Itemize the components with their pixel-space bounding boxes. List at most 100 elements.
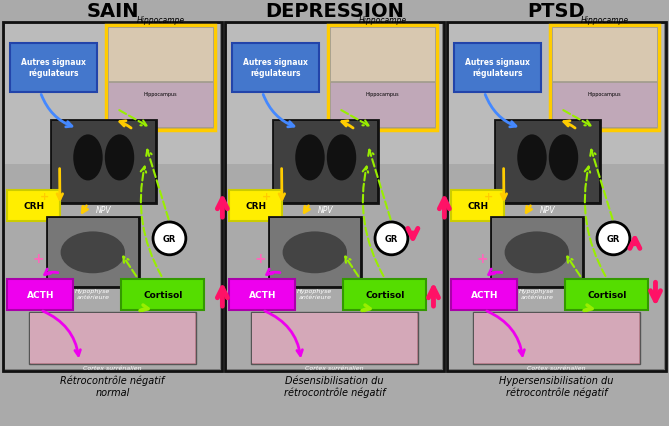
Bar xyxy=(474,313,639,363)
Text: Hypersensibilisation du
rétrocontrôle négatif: Hypersensibilisation du rétrocontrôle né… xyxy=(499,375,613,397)
Bar xyxy=(495,121,600,204)
Bar xyxy=(7,279,73,310)
Text: Désensibilisation du
rétrocontrôle négatif: Désensibilisation du rétrocontrôle négat… xyxy=(284,375,385,397)
Text: +: + xyxy=(32,251,44,265)
Text: NPV: NPV xyxy=(96,206,112,215)
Bar xyxy=(29,312,196,364)
Bar xyxy=(552,82,658,127)
Bar xyxy=(330,82,436,127)
Text: PTSD: PTSD xyxy=(528,2,585,21)
Text: Cortex surrénalien: Cortex surrénalien xyxy=(83,365,142,370)
Bar xyxy=(330,28,436,82)
Text: +: + xyxy=(262,192,271,202)
Circle shape xyxy=(597,222,630,255)
Text: Hippocampus: Hippocampus xyxy=(588,91,622,96)
Bar xyxy=(252,313,417,363)
Text: Cortisol: Cortisol xyxy=(365,290,405,299)
Bar xyxy=(270,219,360,287)
Bar xyxy=(473,312,640,364)
Text: CRH: CRH xyxy=(23,201,44,210)
Text: NPV: NPV xyxy=(318,206,334,215)
Bar xyxy=(52,121,155,203)
Text: ACTH: ACTH xyxy=(470,290,498,299)
Bar xyxy=(454,44,541,92)
Bar xyxy=(447,23,666,371)
Ellipse shape xyxy=(517,135,547,181)
Text: Hypophyse
antérieure: Hypophyse antérieure xyxy=(75,288,110,299)
Text: Autres signaux
régulateurs: Autres signaux régulateurs xyxy=(21,58,86,78)
Bar xyxy=(274,121,377,203)
Bar xyxy=(3,23,222,371)
Ellipse shape xyxy=(326,135,356,181)
Ellipse shape xyxy=(73,135,102,181)
Text: Hippocampe: Hippocampe xyxy=(581,16,629,25)
Bar xyxy=(552,28,658,82)
Bar xyxy=(225,23,444,371)
Circle shape xyxy=(153,222,186,255)
Text: Cortisol: Cortisol xyxy=(143,290,183,299)
Text: Hippocampus: Hippocampus xyxy=(366,91,399,96)
Bar xyxy=(227,25,442,369)
Bar xyxy=(229,279,295,310)
Text: +: + xyxy=(254,251,266,265)
Ellipse shape xyxy=(295,135,324,181)
Text: Cortisol: Cortisol xyxy=(587,290,627,299)
Text: Cortex surrénalien: Cortex surrénalien xyxy=(305,365,364,370)
Text: Rétrocontrôle négatif
normal: Rétrocontrôle négatif normal xyxy=(60,375,165,397)
Text: Hippocampe: Hippocampe xyxy=(359,16,407,25)
Circle shape xyxy=(375,222,408,255)
Ellipse shape xyxy=(61,232,125,273)
Text: GR: GR xyxy=(607,234,620,243)
Bar xyxy=(227,25,442,164)
Ellipse shape xyxy=(105,135,134,181)
Text: SAIN: SAIN xyxy=(86,2,138,21)
Bar xyxy=(231,44,319,92)
Bar xyxy=(121,279,205,310)
Bar xyxy=(496,121,599,203)
Text: +: + xyxy=(476,251,488,265)
Bar xyxy=(229,190,282,222)
Bar xyxy=(52,121,157,204)
Bar xyxy=(491,218,583,288)
Text: Hypophyse
antérieure: Hypophyse antérieure xyxy=(519,288,555,299)
Bar xyxy=(30,313,195,363)
Bar xyxy=(5,25,220,369)
Bar xyxy=(269,218,361,288)
Ellipse shape xyxy=(282,232,347,273)
Text: Hippocampe: Hippocampe xyxy=(136,16,185,25)
Bar xyxy=(252,312,417,364)
Bar xyxy=(47,218,138,288)
Text: +: + xyxy=(40,192,50,202)
Text: ACTH: ACTH xyxy=(27,290,54,299)
Text: CRH: CRH xyxy=(245,201,266,210)
Text: NPV: NPV xyxy=(540,206,555,215)
Bar xyxy=(492,219,582,287)
Text: DEPRESSION: DEPRESSION xyxy=(265,2,404,21)
Bar xyxy=(9,44,97,92)
Bar xyxy=(328,26,438,130)
Ellipse shape xyxy=(504,232,569,273)
Bar xyxy=(452,279,517,310)
Bar xyxy=(550,26,660,130)
Text: GR: GR xyxy=(385,234,398,243)
Ellipse shape xyxy=(549,135,578,181)
Bar xyxy=(106,26,215,130)
Bar xyxy=(7,190,60,222)
Bar xyxy=(5,25,220,164)
Text: Hypophyse
antérieure: Hypophyse antérieure xyxy=(297,288,332,299)
Text: Cortex surrénalien: Cortex surrénalien xyxy=(527,365,586,370)
Bar xyxy=(449,25,664,164)
Bar xyxy=(108,28,213,82)
Text: Autres signaux
régulateurs: Autres signaux régulateurs xyxy=(465,58,530,78)
Text: CRH: CRH xyxy=(467,201,488,210)
Bar xyxy=(108,82,213,127)
Bar xyxy=(47,219,138,287)
Bar xyxy=(273,121,378,204)
Bar xyxy=(449,25,664,369)
Text: Hippocampus: Hippocampus xyxy=(144,91,177,96)
Bar xyxy=(565,279,648,310)
Text: ACTH: ACTH xyxy=(248,290,276,299)
Text: Autres signaux
régulateurs: Autres signaux régulateurs xyxy=(243,58,308,78)
Bar xyxy=(452,190,504,222)
Bar xyxy=(343,279,426,310)
